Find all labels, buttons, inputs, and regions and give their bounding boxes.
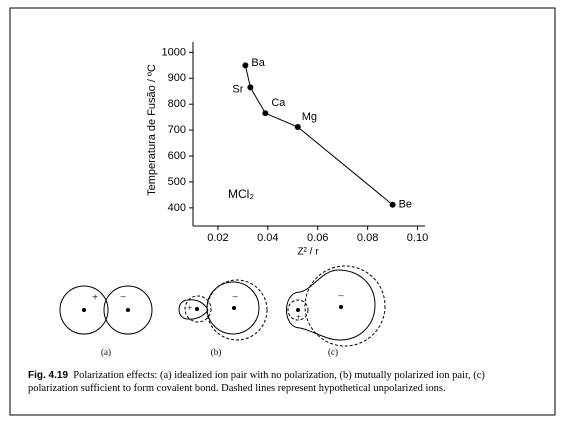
data-point: [242, 62, 249, 69]
data-point: [262, 110, 269, 117]
point-label: Ca: [271, 97, 286, 109]
nucleus: [82, 308, 86, 312]
diagram-label: (b): [211, 347, 222, 357]
x-tick-label: 0.02: [207, 232, 228, 244]
point-label: Be: [399, 199, 412, 211]
cation-sign: +: [92, 292, 98, 304]
ion-diagrams: [59, 265, 386, 347]
y-tick-label: 400: [168, 202, 186, 214]
y-tick-label: 900: [168, 72, 186, 84]
x-tick-label: 0.06: [307, 232, 328, 244]
x-tick-label: 0.04: [257, 232, 278, 244]
data-point: [247, 84, 254, 91]
y-tick-label: 600: [168, 150, 186, 162]
anion-sign: −: [120, 292, 126, 304]
anion-unpolarized: [304, 265, 386, 347]
cation-sign: +: [187, 303, 192, 313]
cation-sign: +: [296, 312, 301, 322]
x-tick-label: 0.10: [407, 232, 428, 244]
anion-sign: −: [338, 291, 344, 303]
data-point: [294, 124, 301, 131]
data-point: [389, 201, 396, 208]
nucleus: [126, 308, 130, 312]
frame: [9, 7, 556, 416]
anion-unpolarized: [206, 279, 268, 341]
annotation: MCl₂: [228, 187, 254, 201]
y-tick-label: 1000: [162, 46, 186, 58]
nucleus: [195, 307, 199, 311]
covalent-outline: [286, 269, 376, 341]
x-axis-label: Z² / r: [297, 247, 319, 258]
point-label: Ba: [251, 57, 265, 69]
data-line: [244, 65, 393, 206]
nucleus: [296, 308, 300, 312]
diagram-label: (c): [328, 347, 338, 357]
diagram-label: (a): [101, 347, 111, 357]
y-tick-label: 500: [168, 176, 186, 188]
y-axis-label: Temperatura de Fusão / ºC: [146, 64, 158, 196]
nuclei: [82, 305, 343, 312]
anion-circle: [103, 285, 153, 335]
y-tick-label: 700: [168, 124, 186, 136]
caption-text: Polarization effects: (a) idealized ion …: [28, 370, 485, 394]
x-tick-label: 0.08: [357, 232, 378, 244]
anion-sign: −: [232, 292, 238, 304]
cation-circle: [59, 285, 109, 335]
cation-unpolarized: [184, 295, 212, 323]
caption-label: Fig. 4.19: [28, 370, 69, 381]
nucleus: [232, 306, 236, 310]
point-label: Mg: [302, 111, 317, 123]
cation-polarized: [178, 299, 209, 320]
cation-unpolarized: [287, 299, 309, 321]
point-label: Sr: [232, 83, 243, 95]
y-tick-label: 800: [168, 98, 186, 110]
nucleus: [339, 305, 343, 309]
caption: Fig. 4.19 Polarization effects: (a) idea…: [28, 369, 533, 395]
